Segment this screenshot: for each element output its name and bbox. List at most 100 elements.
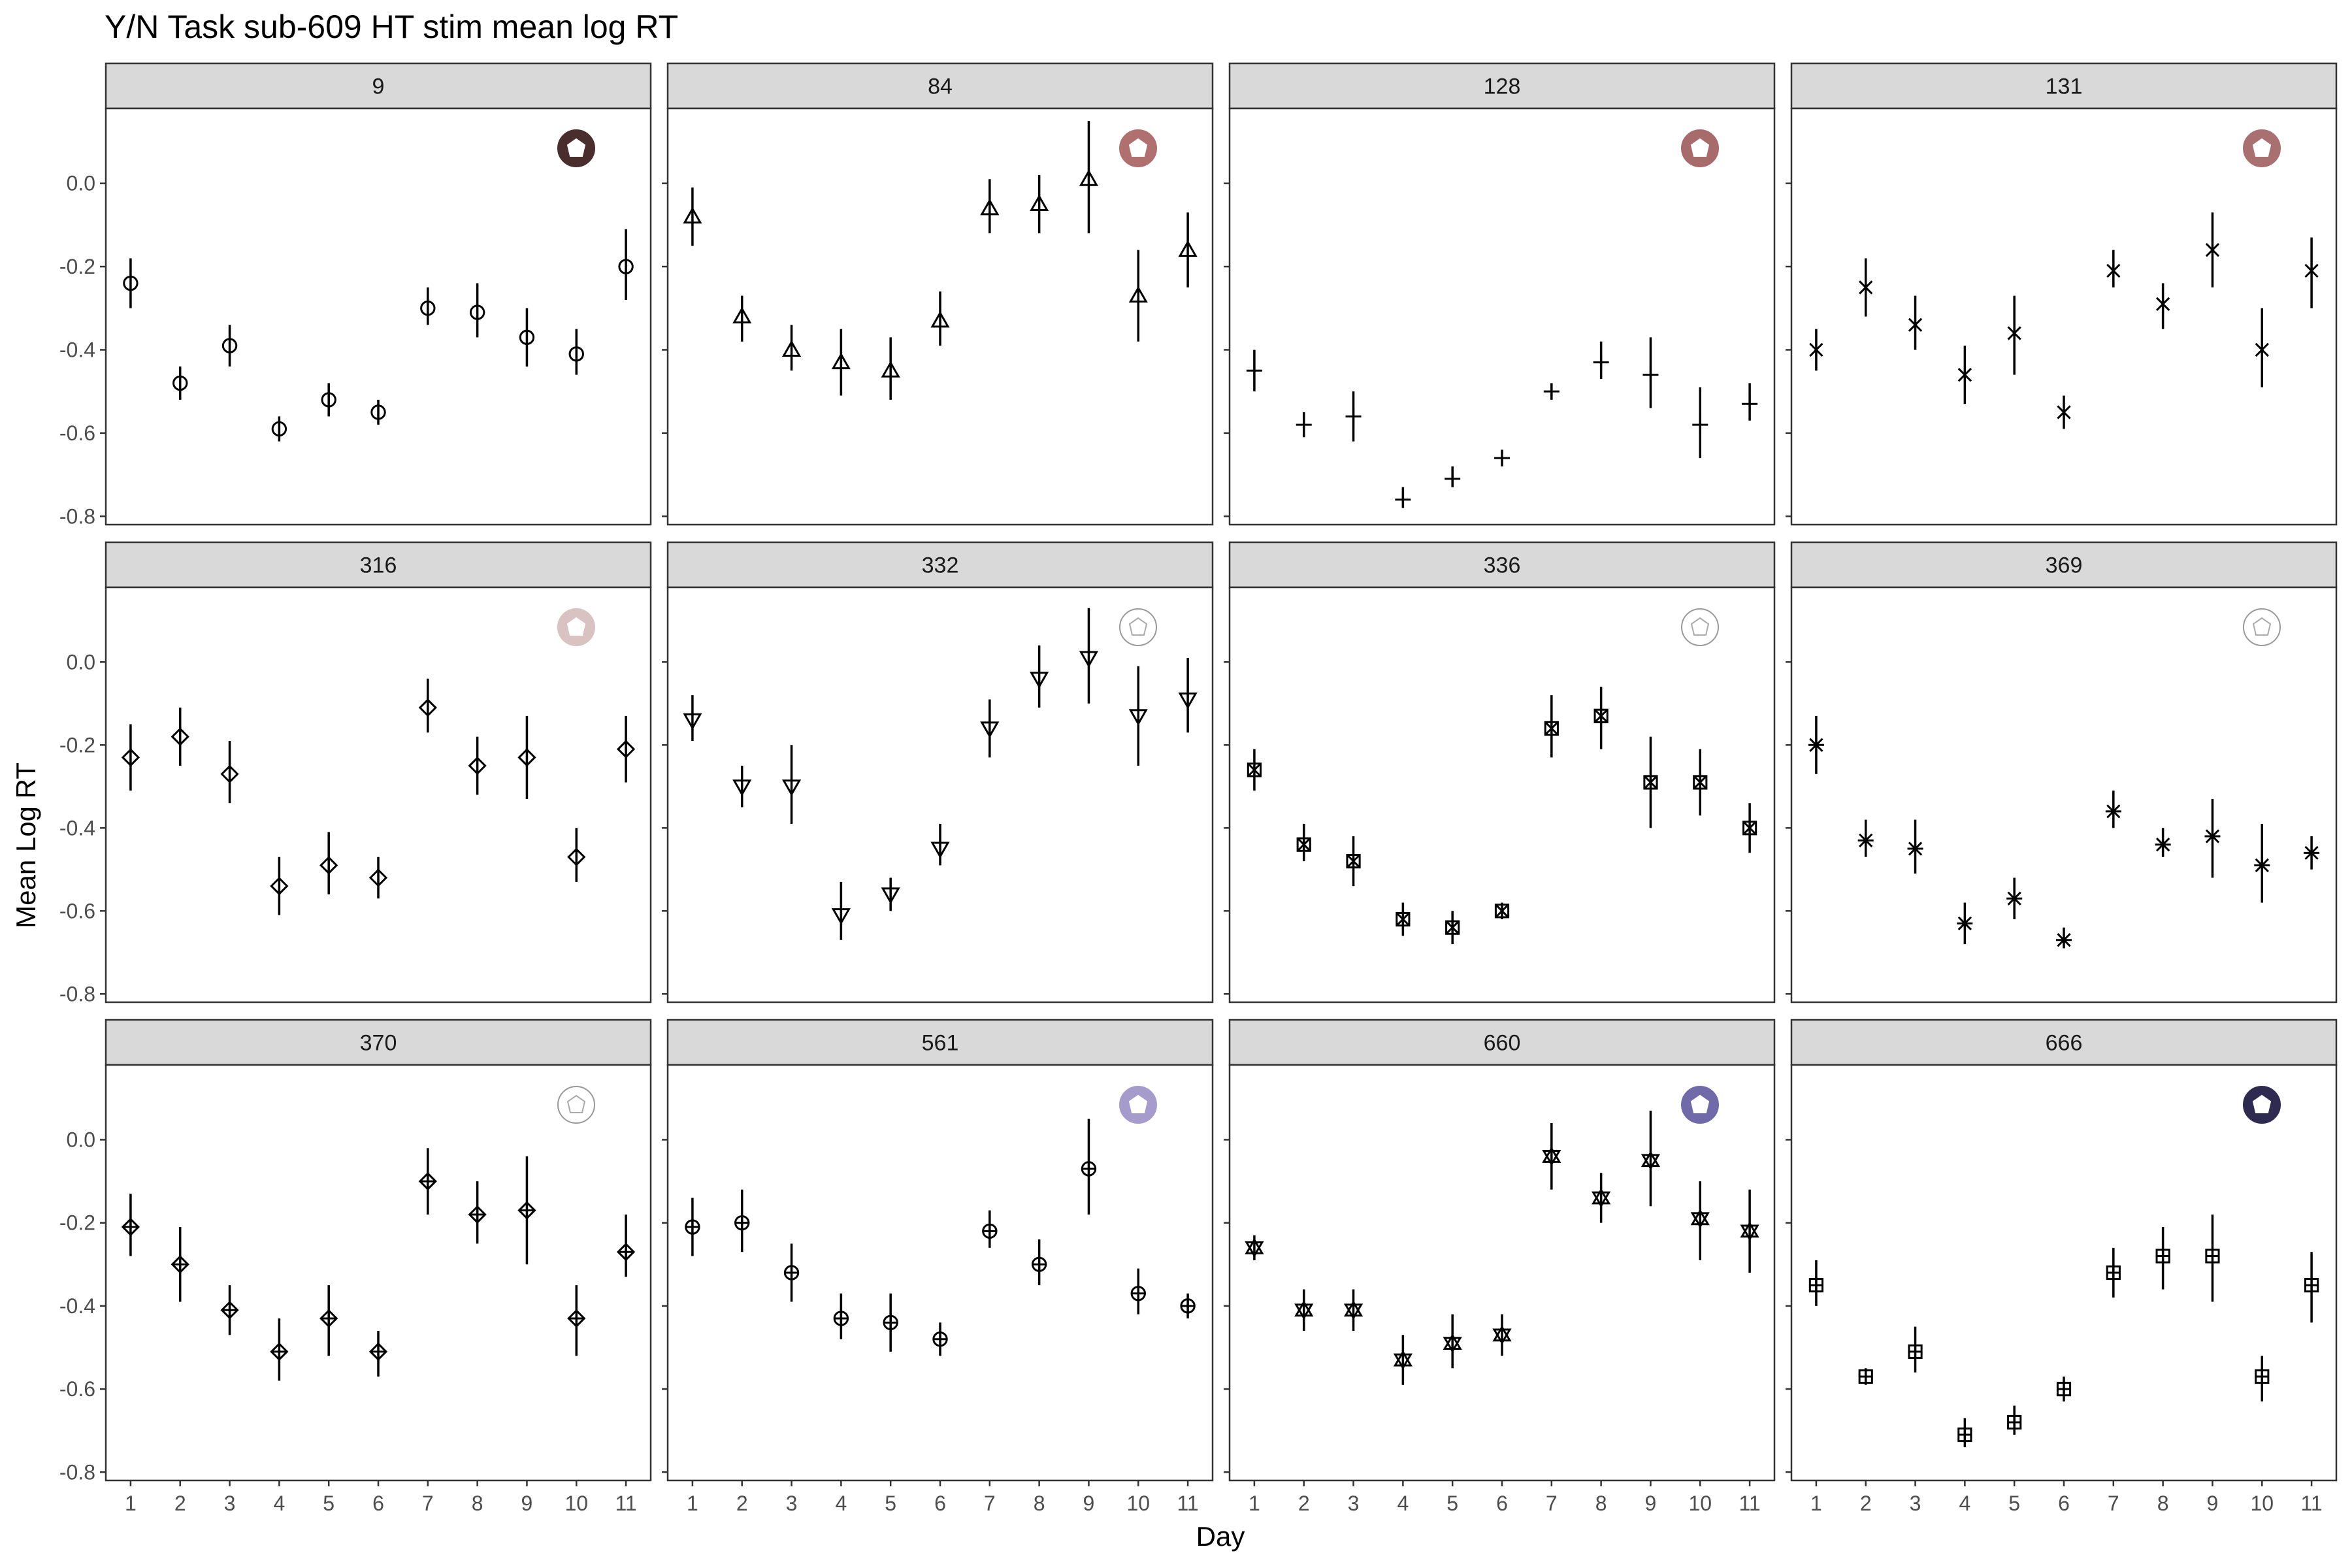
x-tick-label: 10	[1688, 1492, 1712, 1515]
stimulus-icon	[1119, 1086, 1157, 1124]
y-tick-label: -0.6	[59, 421, 95, 445]
x-tick-label: 10	[1126, 1492, 1150, 1515]
marker-shape	[1544, 721, 1559, 736]
data-point-marker	[121, 748, 140, 767]
x-tick-label: 3	[1348, 1492, 1360, 1515]
marker-shape	[980, 198, 1000, 216]
marker-shape	[831, 352, 851, 370]
x-tick-label: 1	[1249, 1492, 1260, 1515]
y-tick-label: 0.0	[67, 1128, 95, 1151]
marker-shape	[1346, 854, 1361, 868]
facet-strip-label: 666	[2046, 1031, 2083, 1056]
marker-shape	[1445, 921, 1460, 935]
data-point-marker	[319, 856, 338, 875]
data-point-marker	[883, 1315, 898, 1331]
facet-panel-561: 561 1 2 3 4 5 6 7 8 9 10 11	[662, 1019, 1214, 1515]
marker-shape	[469, 304, 485, 320]
data-point-marker	[1443, 1333, 1462, 1354]
x-tick-label: 7	[984, 1492, 996, 1515]
data-point-marker	[567, 847, 586, 866]
data-point-marker	[2255, 342, 2269, 357]
data-point-marker	[1907, 841, 1923, 856]
facet-strip-label: 316	[360, 553, 397, 578]
x-tick-label: 2	[1298, 1492, 1310, 1515]
marker-shape	[1393, 1353, 1413, 1370]
data-point-marker	[932, 1331, 948, 1347]
x-tick-label: 2	[174, 1492, 186, 1515]
marker-shape	[1030, 194, 1049, 212]
x-tick-label: 5	[2008, 1492, 2020, 1515]
data-point-marker	[271, 421, 287, 437]
data-point-marker	[2007, 326, 2021, 340]
marker-shape	[1593, 709, 1609, 723]
data-point-marker	[1395, 491, 1411, 508]
y-tick-label: -0.8	[59, 504, 95, 528]
marker-shape	[1643, 775, 1658, 790]
marker-shape	[1542, 1150, 1561, 1166]
stimulus-icon-shape	[1128, 1094, 1148, 1113]
data-point-marker	[1079, 651, 1099, 668]
facet-strip-label: 370	[360, 1031, 397, 1056]
x-axis-title: Day	[1196, 1521, 1245, 1552]
stimulus-icon	[1681, 1086, 1719, 1124]
data-point-marker	[1542, 1146, 1561, 1166]
marker-shape	[1128, 286, 1148, 303]
stimulus-icon-shape	[2252, 1094, 2272, 1113]
data-point-marker	[1808, 738, 1824, 752]
x-tick-label: 11	[1739, 1492, 1760, 1515]
data-point-marker	[2205, 242, 2220, 257]
stimulus-icon-shape	[1690, 617, 1710, 636]
data-point-marker	[1393, 1350, 1413, 1370]
data-point-marker	[270, 1342, 289, 1361]
data-point-marker	[1592, 1188, 1611, 1208]
x-tick-label: 3	[224, 1492, 236, 1515]
x-tick-label: 6	[372, 1492, 384, 1515]
data-point-marker	[1445, 470, 1461, 487]
data-point-marker	[1245, 1237, 1264, 1258]
y-tick-label: -0.2	[59, 1211, 95, 1235]
data-point-marker	[2304, 263, 2319, 278]
stimulus-icon-disc	[1681, 608, 1719, 646]
marker-shape	[1859, 280, 1873, 295]
data-point-marker	[1692, 417, 1708, 433]
marker-shape	[271, 421, 287, 437]
data-point-marker	[732, 779, 752, 796]
data-point-marker	[618, 259, 634, 274]
x-tick-label: 10	[564, 1492, 588, 1515]
facet-strip	[666, 1019, 1214, 1066]
marker-shape	[1957, 368, 1972, 382]
data-point-marker	[1543, 384, 1560, 400]
marker-shape	[781, 779, 802, 796]
marker-shape	[1740, 1224, 1759, 1241]
stimulus-icon-shape	[566, 138, 586, 157]
marker-shape	[616, 740, 636, 759]
panel-border	[1790, 107, 2338, 526]
data-point-marker	[930, 310, 950, 328]
y-tick-label: -0.8	[59, 982, 95, 1005]
y-axis-title: Mean Log RT	[10, 762, 41, 928]
stimulus-icon	[1119, 129, 1157, 167]
data-point-marker	[1809, 342, 1823, 357]
stimulus-icon	[1681, 608, 1719, 646]
stimulus-icon-shape	[2252, 617, 2272, 636]
marker-shape	[732, 779, 752, 796]
facet-panel-316: 316 0.0 -0.2 -0.4 -0.6 -0.8	[59, 541, 652, 1005]
stimulus-icon	[557, 1086, 595, 1124]
data-point-marker	[1296, 417, 1312, 433]
data-point-marker	[1641, 1151, 1661, 1171]
data-point-marker	[833, 1311, 849, 1326]
facet-panel-332: 332	[662, 541, 1214, 1004]
marker-shape	[1542, 1146, 1561, 1163]
facet-strip	[1228, 1019, 1776, 1066]
data-point-marker	[1740, 1221, 1759, 1241]
facet-strip	[1790, 1019, 2338, 1066]
marker-shape	[321, 392, 336, 408]
x-tick-label: 9	[521, 1492, 533, 1515]
data-point-marker	[2155, 838, 2171, 852]
data-point-marker	[2056, 1381, 2072, 1397]
marker-shape	[2304, 263, 2319, 278]
data-point-marker	[1128, 709, 1148, 726]
marker-shape	[1690, 1212, 1710, 1229]
data-point-marker	[370, 404, 386, 420]
panel-border	[1228, 586, 1776, 1004]
